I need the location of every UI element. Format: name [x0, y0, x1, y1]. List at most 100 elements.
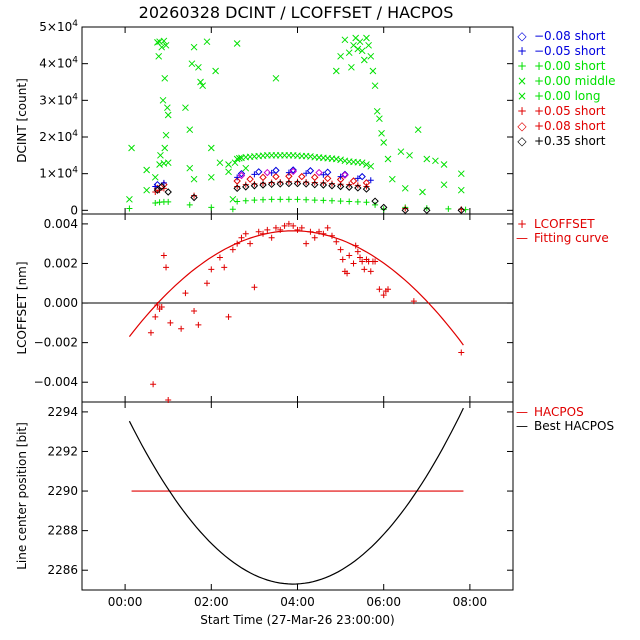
dcint-point: [401, 206, 409, 215]
dcint-point: [164, 111, 172, 119]
lcoffset-point: [221, 264, 228, 271]
dcint-legend-label: +0.00 long: [534, 89, 601, 103]
hacpos-legend-symbol: —: [516, 405, 528, 419]
dcint-point: [293, 179, 302, 188]
lcoffset-point: [285, 220, 292, 227]
lcoffset-legend-symbol: —: [516, 231, 528, 245]
dcint-point: [237, 169, 246, 178]
dcint-point: [363, 34, 370, 42]
dcint-point: [402, 205, 409, 212]
dcint-point: [371, 197, 379, 205]
dcint-point: [419, 188, 426, 196]
dcint-point: [380, 206, 387, 213]
dcint-point: [163, 104, 171, 112]
dcint-point: [242, 197, 249, 204]
lcoffset-point: [272, 224, 279, 231]
lcoffset-legend-symbol: +: [517, 217, 527, 231]
dcint-ylabel: DCINT [count]: [15, 78, 29, 163]
dcint-point: [423, 206, 431, 215]
hacpos-panel-frame: [81, 401, 514, 591]
lcoffset-point: [380, 292, 387, 299]
lcoffset-point: [167, 319, 174, 326]
dcint-point: [349, 177, 358, 185]
dcint-point: [306, 167, 315, 175]
lcoffset-point: [346, 252, 353, 259]
dcint-point: [242, 164, 250, 172]
dcint-point: [367, 52, 375, 60]
lcoffset-point: [337, 246, 344, 253]
dcint-point: [259, 181, 267, 189]
dcint-point: [188, 60, 196, 68]
dcint-point: [190, 193, 198, 202]
lcoffset-point: [165, 397, 172, 404]
lcoffset-point: [216, 254, 223, 261]
lcoffset-point: [242, 230, 249, 237]
dcint-point: [272, 172, 280, 181]
lcoffset-point: [182, 290, 189, 297]
dcint-point: [320, 171, 327, 178]
dcint-point: [182, 104, 189, 112]
hacpos-ytick-label: 2288: [47, 524, 78, 538]
dcint-point: [159, 96, 167, 104]
dcint-legend-label: +0.08 short: [534, 119, 606, 133]
dcint-point: [165, 198, 172, 205]
dcint-legend-symbol: ◇: [517, 29, 527, 43]
dcint-point: [161, 74, 169, 82]
hacpos-ytick-label: 2294: [47, 405, 78, 419]
dcint-point: [294, 196, 301, 203]
dcint-point: [164, 159, 172, 167]
dcint-point: [250, 182, 259, 190]
lcoffset-ytick-label: 0.000: [44, 296, 78, 310]
dcint-legend-symbol: ◇: [517, 119, 527, 133]
dcint-legend-label: −0.05 short: [534, 44, 606, 58]
dcint-point: [277, 196, 284, 203]
lcoffset-point: [158, 304, 165, 311]
x-axis-label: Start Time (27-Mar-26 23:00:00): [200, 613, 394, 627]
x-tick-label: 04:00: [280, 595, 315, 609]
lcoffset-point: [359, 258, 366, 265]
dcint-point: [246, 175, 254, 183]
dcint-point: [423, 155, 431, 163]
fitting-curve: [128, 230, 464, 346]
dcint-point: [423, 205, 430, 212]
lcoffset-point: [458, 349, 465, 356]
dcint-point: [263, 168, 272, 177]
dcint-point: [457, 170, 465, 178]
dcint-point: [346, 198, 353, 205]
lcoffset-ylabel: LCOFFSET [nm]: [15, 261, 29, 354]
dcint-point: [158, 182, 166, 191]
dcint-point: [164, 188, 172, 196]
dcint-point: [160, 179, 167, 186]
lcoffset-point: [290, 222, 297, 229]
dcint-point: [233, 155, 241, 163]
dcint-point: [153, 186, 162, 194]
lcoffset-point: [281, 222, 288, 229]
dcint-point: [161, 144, 169, 152]
lcoffset-point: [154, 302, 161, 309]
dcint-point: [311, 197, 318, 204]
dcint-point: [303, 196, 310, 203]
dcint-point: [358, 159, 366, 167]
dcint-point: [362, 185, 371, 193]
dcint-point: [199, 82, 207, 90]
dcint-point: [311, 173, 319, 182]
dcint-legend-label: −0.08 short: [534, 29, 606, 43]
dcint-point: [363, 199, 370, 206]
dcint-point: [216, 159, 224, 167]
dcint-point: [365, 41, 372, 49]
dcint-legend-label: +0.35 short: [534, 134, 606, 148]
dcint-point: [158, 43, 166, 51]
dcint-point: [162, 131, 170, 139]
dcint-point: [384, 155, 392, 163]
lcoffset-point: [234, 240, 241, 247]
dcint-legend-symbol: +: [517, 59, 527, 73]
hacpos-legend-symbol: —: [516, 419, 528, 433]
dcint-legend-label: +0.00 middle: [534, 74, 616, 88]
lcoffset-point: [372, 258, 379, 265]
dcint-point: [354, 175, 361, 182]
lcoffset-point: [150, 381, 157, 388]
dcint-point: [457, 206, 465, 215]
dcint-point: [328, 182, 336, 190]
dcint-point: [337, 156, 344, 164]
lcoffset-point: [361, 266, 368, 273]
